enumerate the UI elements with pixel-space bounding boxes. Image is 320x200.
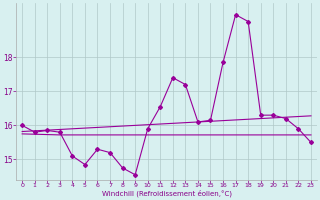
X-axis label: Windchill (Refroidissement éolien,°C): Windchill (Refroidissement éolien,°C) — [101, 190, 232, 197]
